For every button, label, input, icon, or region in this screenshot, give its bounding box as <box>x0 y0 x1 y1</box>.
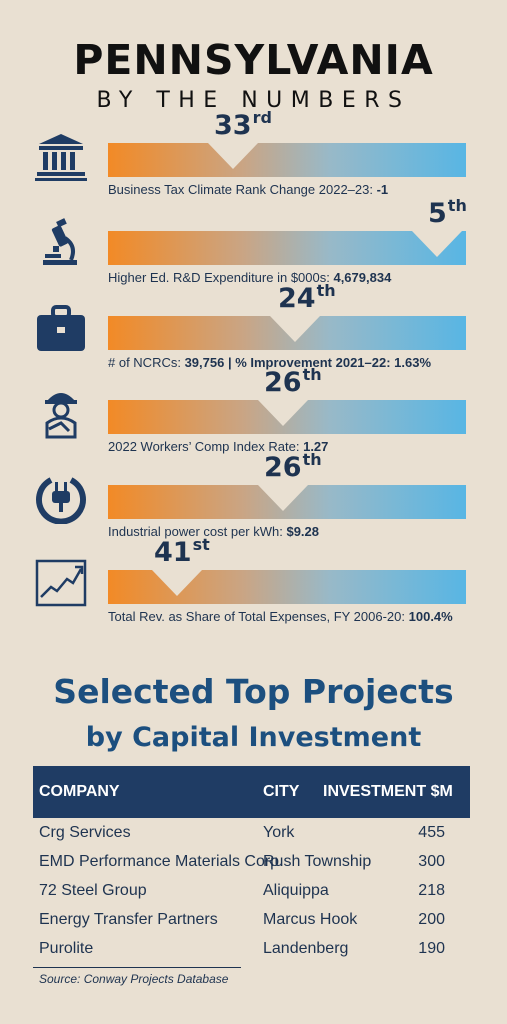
cell-company: Crg Services <box>39 824 131 841</box>
metric-row-tax: 33rd Business Tax Climate Rank Change 20… <box>0 108 507 220</box>
source-divider <box>33 967 241 968</box>
briefcase-icon <box>35 303 87 355</box>
metric-caption: Industrial power cost per kWh: $9.28 <box>108 524 320 539</box>
page-subtitle: BY THE NUMBERS <box>96 88 411 113</box>
cell-city: York <box>263 824 295 841</box>
power-plug-icon <box>35 472 87 525</box>
column-header-investment: INVESTMENT $M <box>323 783 453 800</box>
metric-row-workers-comp: 26th 2022 Workers’ Comp Index Rate: 1.27 <box>0 365 507 477</box>
cell-city: Aliquippa <box>263 882 329 899</box>
rank-label: 41st <box>154 535 210 568</box>
trend-chart-icon <box>35 557 87 609</box>
cell-company: Energy Transfer Partners <box>39 911 218 928</box>
cell-investment: 200 <box>418 911 445 928</box>
bank-icon <box>35 130 87 182</box>
cell-city: Marcus Hook <box>263 911 358 928</box>
rank-label: 5th <box>428 196 467 229</box>
projects-heading: Selected Top Projects <box>53 672 454 711</box>
metric-caption: Total Rev. as Share of Total Expenses, F… <box>108 609 453 624</box>
rank-marker <box>208 143 258 169</box>
microscope-icon <box>35 218 87 270</box>
metric-caption: # of NCRCs: 39,756 | % Improvement 2021–… <box>108 355 432 370</box>
table-row: Energy Transfer Partners Marcus Hook 200 <box>33 911 470 939</box>
table-row: EMD Performance Materials Corp. Rush Tow… <box>33 853 470 881</box>
table-row: Purolite Landenberg 190 <box>33 940 470 968</box>
metric-row-power: 26th Industrial power cost per kWh: $9.2… <box>0 450 507 562</box>
rank-label: 26th <box>264 450 322 483</box>
table-row: Crg Services York 455 <box>33 824 470 852</box>
cell-city: Rush Township <box>263 853 372 870</box>
rank-label: 24th <box>278 281 336 314</box>
page-title: PENNSYLVANIA <box>73 36 434 84</box>
cell-investment: 300 <box>418 853 445 870</box>
metric-row-rnd: 5th Higher Ed. R&D Expenditure in $000s:… <box>0 196 507 308</box>
column-header-company: COMPANY <box>39 783 120 800</box>
metric-caption: Business Tax Climate Rank Change 2022–23… <box>108 182 389 197</box>
rank-bar <box>108 231 466 265</box>
rank-label: 33rd <box>214 108 272 141</box>
rank-marker <box>258 485 308 511</box>
projects-subheading: by Capital Investment <box>85 722 422 753</box>
column-header-city: CITY <box>263 783 300 800</box>
metric-row-revenue: 41st Total Rev. as Share of Total Expens… <box>0 535 507 647</box>
cell-investment: 455 <box>418 824 445 841</box>
rank-marker <box>152 570 202 596</box>
cell-investment: 218 <box>418 882 445 899</box>
metric-caption: 2022 Workers’ Comp Index Rate: 1.27 <box>108 439 329 454</box>
worker-icon <box>35 387 87 439</box>
cell-company: EMD Performance Materials Corp. <box>39 853 284 870</box>
source-note: Source: Conway Projects Database <box>39 972 229 986</box>
rank-label: 26th <box>264 365 322 398</box>
metric-row-ncrc: 24th # of NCRCs: 39,756 | % Improvement … <box>0 281 507 393</box>
rank-marker <box>258 400 308 426</box>
cell-company: 72 Steel Group <box>39 882 147 899</box>
cell-city: Landenberg <box>263 940 349 957</box>
metric-caption: Higher Ed. R&D Expenditure in $000s: 4,6… <box>108 270 392 285</box>
projects-table-header: COMPANY CITY INVESTMENT $M <box>33 766 470 818</box>
cell-company: Purolite <box>39 940 94 957</box>
cell-investment: 190 <box>418 940 445 957</box>
table-row: 72 Steel Group Aliquippa 218 <box>33 882 470 910</box>
rank-bar <box>108 143 466 177</box>
rank-marker <box>412 231 462 257</box>
rank-marker <box>270 316 320 342</box>
